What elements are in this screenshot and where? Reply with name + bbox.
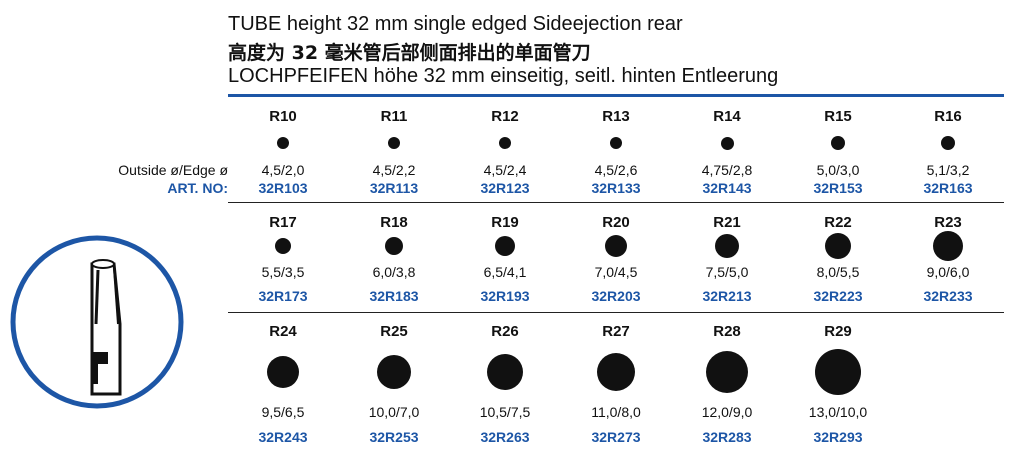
art-number: 32R233 bbox=[923, 288, 973, 304]
size-value: 12,0/9,0 bbox=[701, 404, 753, 420]
size-code: R13 bbox=[602, 108, 630, 125]
art-number: 32R273 bbox=[591, 429, 641, 445]
size-value: 9,0/6,0 bbox=[926, 264, 970, 280]
size-value: 4,75/2,8 bbox=[701, 162, 753, 178]
size-code: R12 bbox=[491, 108, 519, 125]
art-number: 32R203 bbox=[591, 288, 641, 304]
size-code: R25 bbox=[380, 323, 408, 340]
size-dot bbox=[605, 235, 627, 257]
size-value: 13,0/10,0 bbox=[808, 404, 868, 420]
title-de: LOCHPFEIFEN höhe 32 mm einseitig, seitl.… bbox=[228, 65, 779, 87]
size-dot bbox=[275, 238, 291, 254]
size-code: R10 bbox=[269, 108, 297, 125]
size-value: 4,5/2,4 bbox=[483, 162, 527, 178]
size-code: R29 bbox=[824, 323, 852, 340]
tool-icon bbox=[10, 235, 184, 409]
size-dot bbox=[706, 351, 748, 393]
size-dot bbox=[831, 136, 845, 150]
size-code: R22 bbox=[824, 214, 852, 231]
size-dot bbox=[385, 237, 403, 255]
art-number: 32R213 bbox=[702, 288, 752, 304]
title-en: TUBE height 32 mm single edged Sideeject… bbox=[228, 13, 683, 35]
art-number: 32R263 bbox=[480, 429, 530, 445]
size-code: R19 bbox=[491, 214, 519, 231]
size-code: R18 bbox=[380, 214, 408, 231]
size-code: R23 bbox=[934, 214, 962, 231]
size-dot bbox=[495, 236, 515, 256]
size-code: R16 bbox=[934, 108, 962, 125]
size-value: 4,5/2,6 bbox=[594, 162, 638, 178]
size-value: 8,0/5,5 bbox=[816, 264, 860, 280]
size-value: 11,0/8,0 bbox=[591, 404, 641, 420]
size-dot bbox=[825, 233, 851, 259]
art-number: 32R163 bbox=[923, 180, 973, 196]
size-value: 6,5/4,1 bbox=[483, 264, 527, 280]
size-dot bbox=[499, 137, 511, 149]
art-number: 32R253 bbox=[369, 429, 419, 445]
art-number: 32R183 bbox=[369, 288, 419, 304]
size-code: R24 bbox=[269, 323, 297, 340]
art-number: 32R223 bbox=[813, 288, 863, 304]
art-number: 32R123 bbox=[480, 180, 530, 196]
size-code: R14 bbox=[713, 108, 741, 125]
size-value: 6,0/3,8 bbox=[372, 264, 416, 280]
size-value: 5,0/3,0 bbox=[816, 162, 860, 178]
header-rule bbox=[228, 94, 1004, 97]
size-value: 10,0/7,0 bbox=[368, 404, 420, 420]
art-number: 32R243 bbox=[258, 429, 308, 445]
art-number: 32R113 bbox=[369, 180, 419, 196]
art-number: 32R193 bbox=[480, 288, 530, 304]
size-dot bbox=[377, 355, 411, 389]
row-rule bbox=[228, 312, 1004, 313]
art-number: 32R153 bbox=[813, 180, 863, 196]
size-code: R26 bbox=[491, 323, 519, 340]
size-dot bbox=[720, 136, 734, 150]
size-value: 5,5/3,5 bbox=[261, 264, 305, 280]
size-code: R28 bbox=[713, 323, 741, 340]
size-dot bbox=[277, 137, 289, 149]
art-label: ART. NO: bbox=[167, 180, 228, 196]
art-number: 32R133 bbox=[591, 180, 641, 196]
size-value: 7,5/5,0 bbox=[705, 264, 749, 280]
size-code: R27 bbox=[602, 323, 630, 340]
size-dot bbox=[815, 349, 861, 395]
art-number: 32R293 bbox=[813, 429, 863, 445]
size-label: Outside ø/Edge ø bbox=[118, 162, 228, 178]
size-dot bbox=[940, 135, 956, 151]
art-number: 32R143 bbox=[702, 180, 752, 196]
size-code: R15 bbox=[824, 108, 852, 125]
size-code: R11 bbox=[380, 108, 408, 125]
size-value: 7,0/4,5 bbox=[594, 264, 638, 280]
size-value: 4,5/2,2 bbox=[372, 162, 416, 178]
size-value: 5,1/3,2 bbox=[926, 162, 970, 178]
size-value: 10,5/7,5 bbox=[479, 404, 531, 420]
size-value: 4,5/2,0 bbox=[261, 162, 305, 178]
title-zh: 高度为 32 毫米管后部侧面排出的单面管刀 bbox=[228, 42, 591, 64]
art-number: 32R283 bbox=[702, 429, 752, 445]
art-number: 32R103 bbox=[258, 180, 308, 196]
art-number: 32R173 bbox=[258, 288, 308, 304]
size-dot bbox=[388, 137, 400, 149]
size-code: R17 bbox=[269, 214, 297, 231]
size-dot bbox=[715, 234, 739, 258]
size-dot bbox=[267, 356, 299, 388]
size-dot bbox=[597, 353, 635, 391]
size-dot bbox=[610, 137, 622, 149]
size-value: 9,5/6,5 bbox=[261, 404, 305, 420]
size-dot bbox=[933, 231, 963, 261]
size-code: R21 bbox=[713, 214, 741, 231]
row-rule bbox=[228, 202, 1004, 203]
size-code: R20 bbox=[602, 214, 630, 231]
size-dot bbox=[487, 354, 523, 390]
